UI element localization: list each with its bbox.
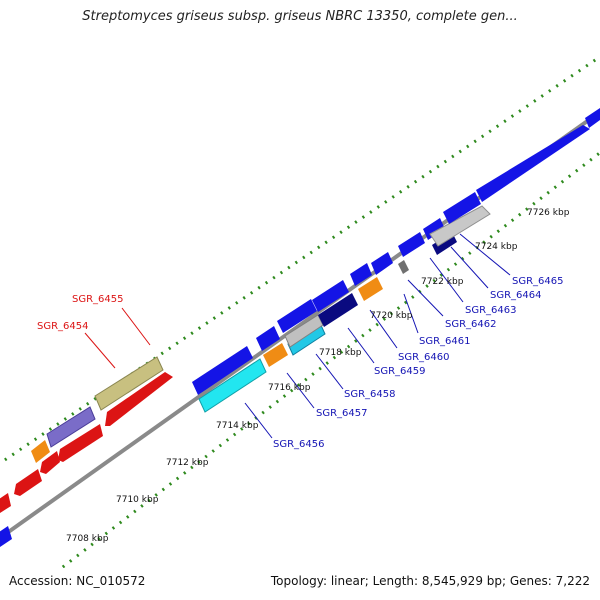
tick-label: 7714 kbp	[216, 421, 259, 431]
tick-label: 7708 kbp	[66, 534, 109, 544]
gene-label[interactable]: SGR_6461	[419, 336, 471, 347]
label-leader	[286, 372, 315, 409]
map-title: Streptomyces griseus subsp. griseus NBRC…	[82, 9, 518, 24]
label-leader	[403, 293, 419, 334]
tick-label: 7720 kbp	[370, 311, 413, 321]
gene-label[interactable]: SGR_6455	[72, 294, 124, 305]
gene-label[interactable]: SGR_6460	[398, 352, 450, 363]
gene-feature[interactable]	[398, 260, 409, 274]
gene-feature[interactable]	[318, 293, 358, 327]
label-leader	[369, 309, 398, 349]
gene-feature[interactable]	[192, 346, 253, 395]
label-leader	[459, 233, 511, 276]
gene-label[interactable]: SGR_6465	[512, 276, 564, 287]
tick-label: 7716 kbp	[268, 383, 311, 393]
label-leader	[84, 332, 116, 369]
tick-label: 7718 kbp	[319, 348, 362, 358]
label-leader	[244, 402, 273, 439]
label-leader	[407, 279, 444, 317]
gene-feature[interactable]	[31, 440, 50, 463]
gene-feature[interactable]	[58, 424, 103, 462]
genome-summary-text: Topology: linear; Length: 8,545,929 bp; …	[270, 574, 590, 588]
gene-label[interactable]: SGR_6464	[490, 290, 542, 301]
gene-feature[interactable]	[256, 326, 280, 351]
gene-feature[interactable]	[0, 526, 12, 551]
tick-label: 7724 kbp	[475, 242, 518, 252]
label-leader	[347, 327, 375, 364]
lower-dotted-track	[59, 150, 600, 568]
gene-feature[interactable]	[358, 277, 383, 301]
tick-label: 7710 kbp	[116, 495, 159, 505]
gene-feature[interactable]	[398, 232, 425, 257]
accession-text: Accession: NC_010572	[9, 574, 146, 588]
label-leader	[315, 353, 344, 390]
gene-label[interactable]: SGR_6458	[344, 389, 396, 400]
gene-label[interactable]: SGR_6456	[273, 439, 325, 450]
gene-feature[interactable]	[423, 218, 445, 240]
gene-feature[interactable]	[277, 299, 317, 333]
gene-feature[interactable]	[312, 280, 349, 312]
gene-feature[interactable]	[105, 372, 173, 426]
gene-feature[interactable]	[46, 406, 96, 448]
gene-label[interactable]: SGR_6463	[465, 305, 517, 316]
gene-label[interactable]: SGR_6457	[316, 408, 368, 419]
gene-feature[interactable]	[476, 125, 590, 202]
gene-label[interactable]: SGR_6454	[37, 321, 89, 332]
gene-feature[interactable]	[263, 343, 288, 367]
gene-feature[interactable]	[40, 451, 60, 474]
label-leader	[450, 246, 489, 289]
gene-feature[interactable]	[585, 108, 600, 128]
gene-feature[interactable]	[0, 493, 11, 518]
tick-label: 7726 kbp	[527, 208, 570, 218]
gene-label[interactable]: SGR_6462	[445, 319, 497, 330]
gene-label[interactable]: SGR_6459	[374, 366, 426, 377]
label-leader	[429, 257, 464, 303]
tick-label: 7722 kbp	[421, 277, 464, 287]
gene-feature[interactable]	[14, 469, 42, 496]
gene-feature[interactable]	[443, 192, 481, 224]
gene-feature[interactable]	[429, 205, 491, 247]
gene-feature[interactable]	[350, 263, 372, 286]
label-leader	[121, 307, 151, 346]
gene-feature[interactable]	[94, 356, 164, 411]
gene-feature[interactable]	[371, 252, 393, 275]
gene-feature[interactable]	[198, 358, 267, 413]
tick-label: 7712 kbp	[166, 458, 209, 468]
